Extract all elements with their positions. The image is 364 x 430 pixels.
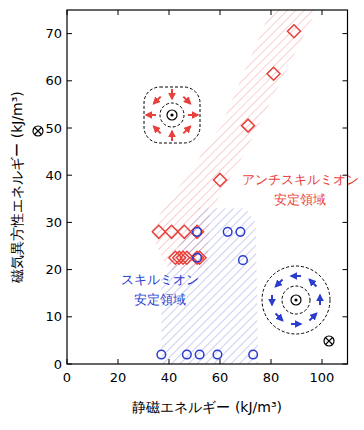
x-tick: [67, 359, 68, 364]
icon-inner: [160, 103, 184, 127]
spin-arrow: [171, 89, 173, 99]
region-label: 安定領域: [134, 292, 186, 307]
y-tick: [67, 269, 72, 270]
y-tick: [67, 175, 72, 176]
icon-outline: [262, 266, 330, 334]
spin-arrow: [309, 313, 316, 320]
y-tick-label: 10: [45, 309, 62, 324]
y-tick-label: 30: [45, 215, 62, 230]
diamond-marker: [214, 173, 227, 186]
plot-area: [151, 10, 317, 364]
y-tick: [67, 80, 72, 81]
diamond-marker: [165, 225, 178, 238]
circle-marker: [249, 350, 258, 359]
y-tick-label: 60: [45, 73, 62, 88]
diamond-marker: [287, 25, 300, 38]
spin-arrow: [291, 275, 301, 277]
y-tick-label: 0: [54, 357, 62, 372]
y-tick: [67, 364, 72, 365]
y-tick: [343, 80, 348, 81]
spin-arrow: [154, 126, 161, 133]
y-tick: [343, 33, 348, 34]
spin-arrow: [275, 313, 282, 320]
circle-marker: [183, 350, 192, 359]
out-of-plane-dot: [170, 113, 173, 116]
circle-marker: [157, 350, 166, 359]
spin-arrow: [309, 279, 316, 286]
y-tick-label: 50: [45, 121, 62, 136]
icon-outline: [144, 87, 200, 143]
circle-marker: [193, 228, 202, 237]
diamond-marker: [152, 225, 165, 238]
y-tick: [343, 316, 348, 317]
spin-arrow: [319, 295, 321, 305]
y-tick-label: 20: [45, 262, 62, 277]
y-axis-label: 磁気異方性エネルギー (kJ/m³): [9, 91, 25, 284]
x-tick: [67, 10, 68, 15]
spin-arrow: [154, 97, 161, 104]
circle-marker: [195, 350, 204, 359]
into-plane-cross: [35, 128, 42, 135]
into-plane-cross: [326, 338, 333, 345]
y-tick: [343, 128, 348, 129]
x-tick: [322, 10, 323, 15]
circle-marker: [193, 253, 202, 262]
icon-inner: [282, 286, 310, 314]
diamond-marker: [267, 67, 280, 80]
out-of-plane-symbol: [167, 110, 177, 120]
spin-arrow: [146, 114, 156, 116]
diamond-marker: [242, 119, 255, 132]
diamond-marker: [178, 225, 191, 238]
diamond-marker: [177, 251, 190, 264]
x-tick: [118, 10, 119, 15]
spin-arrow: [275, 279, 282, 286]
spin-arrow: [291, 323, 301, 325]
diamond-marker: [173, 251, 186, 264]
y-tick: [343, 364, 348, 365]
spin-arrow: [271, 295, 273, 305]
y-tick: [67, 316, 72, 317]
x-tick: [169, 10, 170, 15]
x-tick-label: 0: [63, 370, 71, 385]
circle-marker: [213, 350, 222, 359]
y-tick: [67, 33, 72, 34]
x-tick-label: 20: [110, 370, 127, 385]
y-tick: [343, 222, 348, 223]
x-tick: [220, 10, 221, 15]
diamond-marker: [193, 251, 206, 264]
x-tick-label: 40: [161, 370, 178, 385]
circle-marker: [236, 228, 245, 237]
x-tick: [322, 359, 323, 364]
spin-arrow: [183, 97, 190, 104]
spin-arrow: [171, 131, 173, 141]
into-plane-symbol: [33, 126, 43, 136]
y-tick: [67, 222, 72, 223]
region-label: スキルミオン: [121, 272, 199, 287]
region-label: アンチスキルミオン: [242, 172, 359, 187]
diamond-marker: [191, 225, 204, 238]
spin-arrow: [188, 114, 198, 116]
x-tick-label: 80: [263, 370, 280, 385]
x-tick-label: 60: [212, 370, 229, 385]
into-plane-symbol: [324, 336, 334, 346]
y-tick: [343, 269, 348, 270]
y-tick: [67, 128, 72, 129]
region-label: 安定領域: [274, 192, 326, 207]
y-tick-label: 70: [45, 26, 62, 41]
x-tick: [169, 359, 170, 364]
circle-marker: [223, 228, 232, 237]
x-tick: [220, 359, 221, 364]
out-of-plane-symbol: [291, 295, 301, 305]
out-of-plane-dot: [294, 298, 297, 301]
x-tick: [271, 10, 272, 15]
x-tick-label: 100: [310, 370, 335, 385]
x-axis-label: 静磁エネルギー (kJ/m³): [132, 399, 282, 415]
y-tick-label: 40: [45, 168, 62, 183]
circle-marker: [239, 256, 248, 265]
x-tick: [118, 359, 119, 364]
chart: 0 20 40 60 80 100 0 10 20 30 40 50 60 70 静磁エネルギー (kJ/m…: [0, 0, 364, 430]
spin-arrow: [183, 126, 190, 133]
plot-frame: [67, 10, 348, 364]
x-tick: [271, 359, 272, 364]
